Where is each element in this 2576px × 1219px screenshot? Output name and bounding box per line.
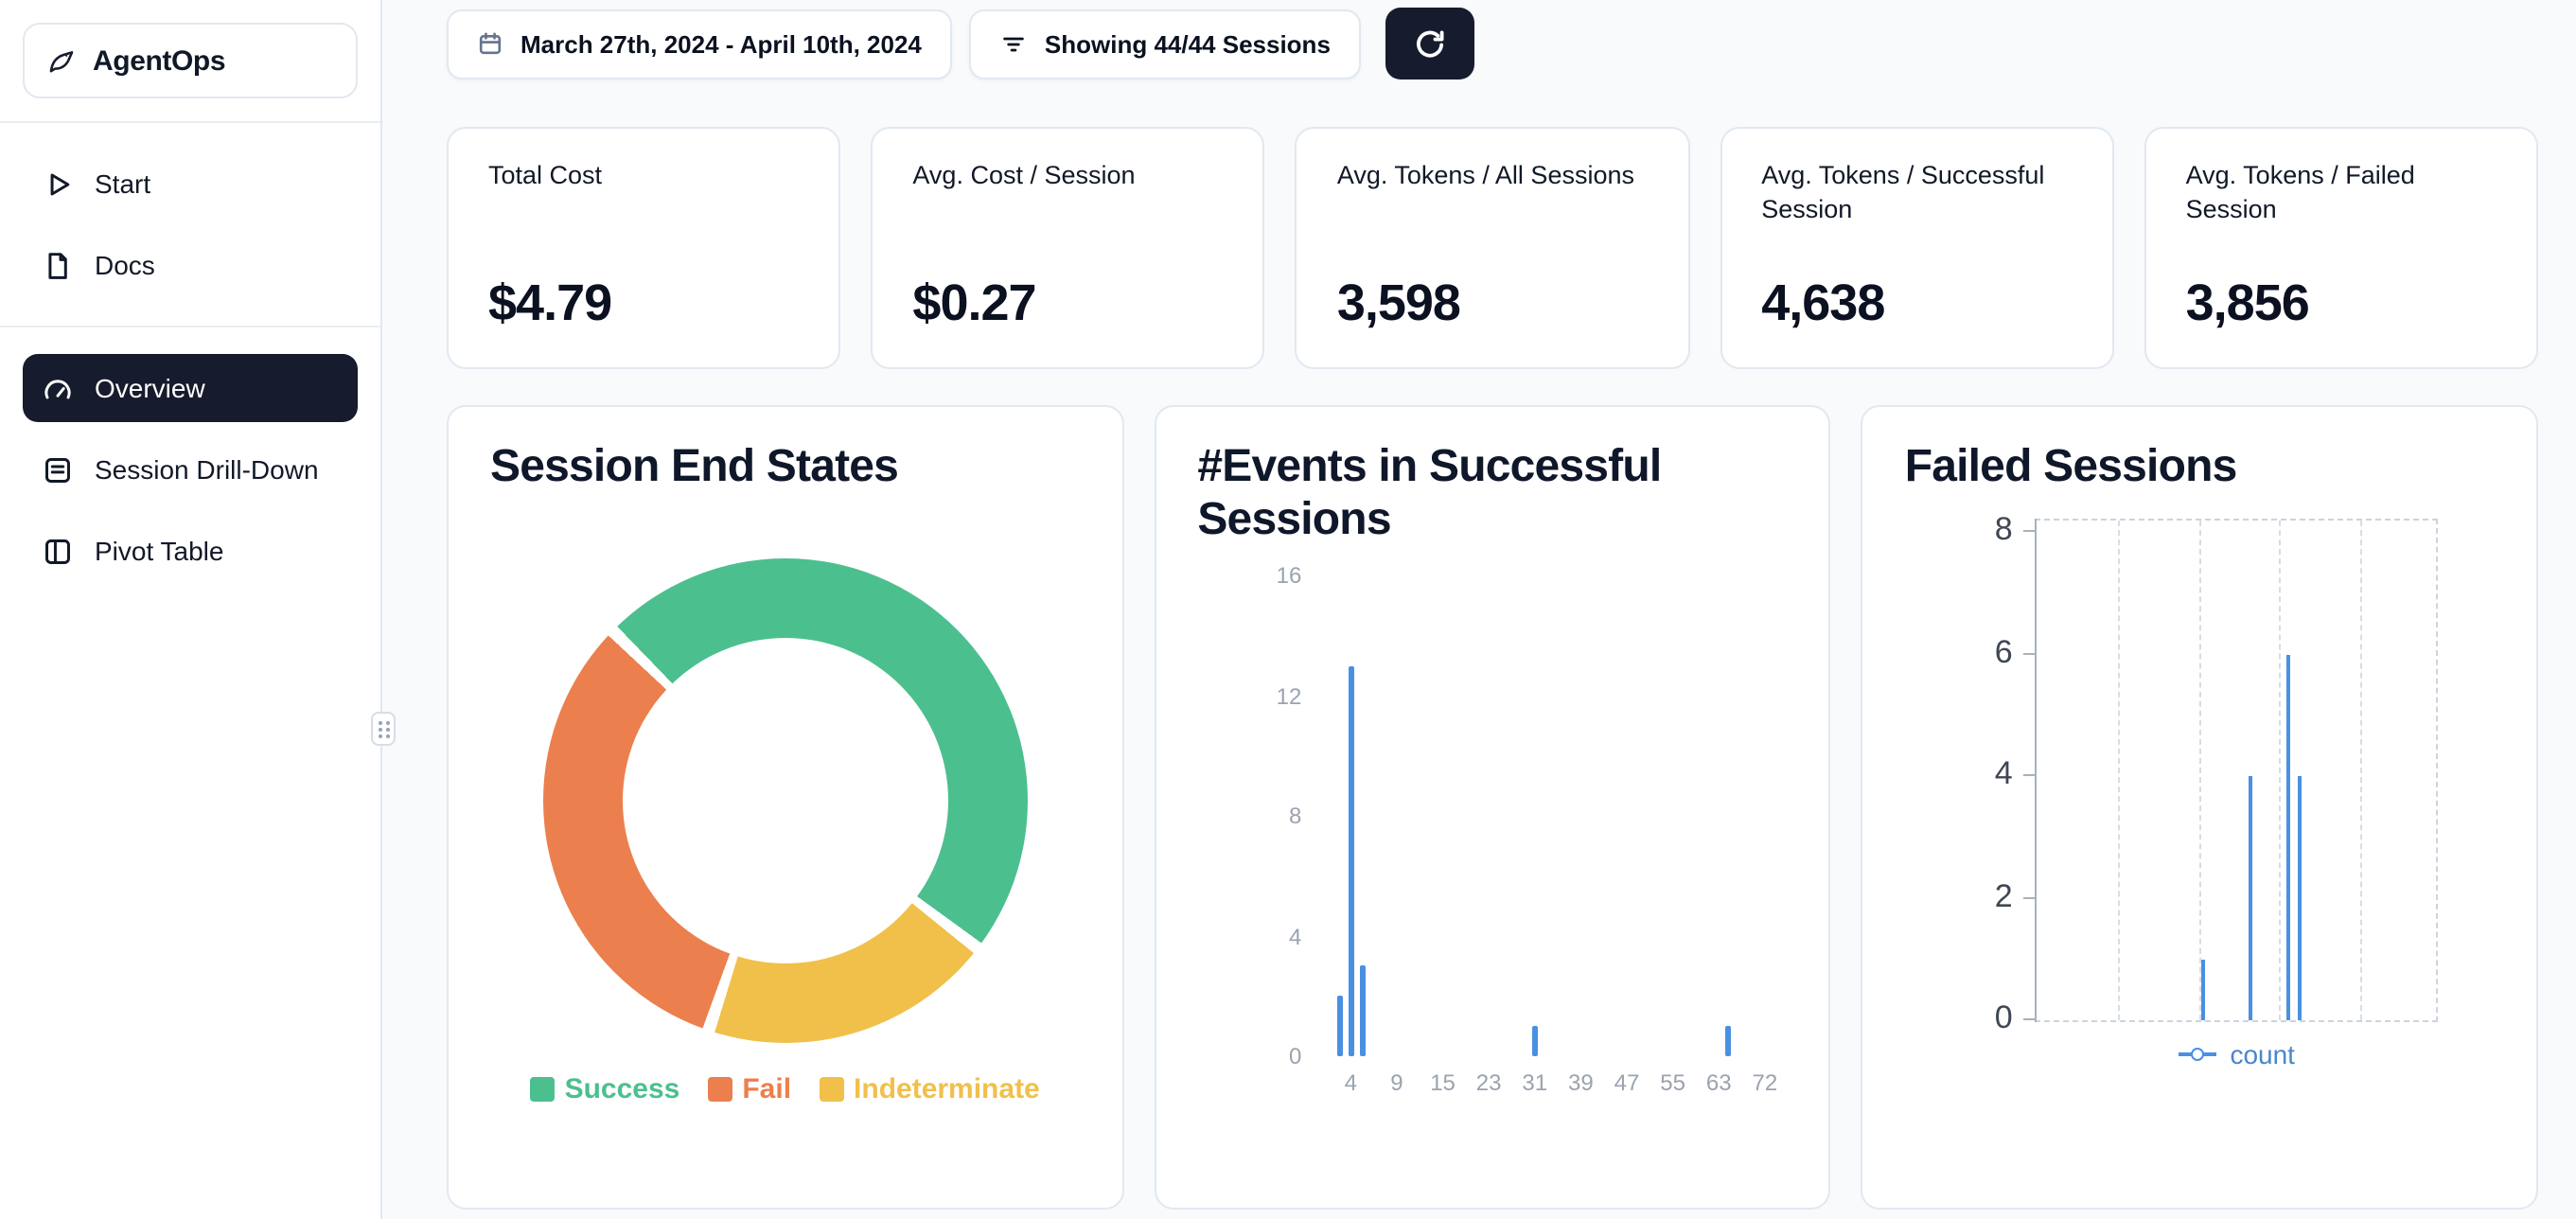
main-content: March 27th, 2024 - April 10th, 2024 Show… <box>382 0 2576 1219</box>
play-icon <box>42 168 74 200</box>
gauge-icon <box>42 372 74 404</box>
session-end-states-donut-chart[interactable] <box>542 558 1028 1043</box>
legend-label: Success <box>564 1073 680 1105</box>
legend-swatch <box>530 1077 556 1102</box>
sidebar-item-label: Session Drill-Down <box>95 454 319 485</box>
sidebar: AgentOps Start Docs Over <box>0 0 382 1219</box>
legend-swatch <box>820 1077 845 1102</box>
legend-item-success[interactable]: Success <box>530 1073 680 1105</box>
sidebar-item-label: Docs <box>95 250 155 280</box>
count-legend[interactable]: count <box>2036 1039 2439 1069</box>
stat-value: 3,856 <box>2185 274 2310 331</box>
sessions-filter-button[interactable]: Showing 44/44 Sessions <box>968 9 1361 79</box>
sidebar-divider <box>0 326 380 327</box>
legend-label: Indeterminate <box>854 1073 1040 1105</box>
list-window-icon <box>42 453 74 486</box>
legend-label: Fail <box>742 1073 792 1105</box>
sidebar-divider <box>0 121 380 123</box>
events-bar-chart[interactable]: 16 12 8 4 0 4 9 15 23 31 39 47 55 63 72 <box>1276 562 1778 1096</box>
stat-card-avg-tokens-failed-session: Avg. Tokens / Failed Session 3,856 <box>2144 127 2539 369</box>
session-end-states-card: Session End States Success Fail <box>447 405 1124 1210</box>
events-histogram-card: #Events in Successful Sessions 16 12 8 4 0 4 9… <box>1154 405 1831 1210</box>
sidebar-top-group: Start Docs <box>0 142 380 307</box>
sidebar-item-docs[interactable]: Docs <box>23 231 358 299</box>
stat-value: 4,638 <box>1761 274 1885 331</box>
filter-icon <box>999 29 1028 58</box>
stat-card-avg-cost-per-session: Avg. Cost / Session $0.27 <box>871 127 1265 369</box>
calendar-icon <box>477 30 503 57</box>
donut-legend: Success Fail Indeterminate <box>449 1073 1121 1105</box>
y-axis-line <box>2035 519 2038 1022</box>
stat-card-total-cost: Total Cost $4.79 <box>447 127 841 369</box>
sidebar-item-label: Pivot Table <box>95 536 224 566</box>
document-icon <box>42 249 74 281</box>
topbar: March 27th, 2024 - April 10th, 2024 Show… <box>447 8 2538 80</box>
stat-label: Total Cost <box>488 161 603 189</box>
app-logo[interactable]: AgentOps <box>23 23 358 98</box>
app-name: AgentOps <box>93 44 226 77</box>
charts-row: Session End States Success Fail <box>447 405 2539 1210</box>
legend-swatch <box>708 1077 733 1102</box>
count-legend-label: count <box>2230 1039 2295 1069</box>
chart-title: #Events in Successful Sessions <box>1197 441 1662 546</box>
stat-card-avg-tokens-all-sessions: Avg. Tokens / All Sessions 3,598 <box>1295 127 1690 369</box>
sidebar-item-label: Overview <box>95 373 205 403</box>
stat-label: Avg. Tokens / All Sessions <box>1336 161 1634 189</box>
sidebar-main-group: Overview Session Drill-Down Pivot Table <box>0 346 380 592</box>
sidebar-item-label: Start <box>95 168 151 199</box>
grip-dots-icon <box>376 718 391 739</box>
stat-value: $4.79 <box>488 274 612 331</box>
stat-label: Avg. Tokens / Failed Session <box>2185 161 2415 224</box>
refresh-button[interactable] <box>1385 8 1474 80</box>
sidebar-resize-handle[interactable] <box>371 712 396 746</box>
sidebar-item-session-drill-down[interactable]: Session Drill-Down <box>23 435 358 504</box>
stat-label: Avg. Tokens / Successful Session <box>1761 161 2045 224</box>
sessions-filter-label: Showing 44/44 Sessions <box>1044 29 1331 58</box>
stat-label: Avg. Cost / Session <box>912 161 1136 189</box>
sidebar-item-pivot-table[interactable]: Pivot Table <box>23 517 358 585</box>
stat-value: $0.27 <box>912 274 1036 331</box>
legend-item-indeterminate[interactable]: Indeterminate <box>820 1073 1040 1105</box>
legend-item-fail[interactable]: Fail <box>708 1073 791 1105</box>
line-marker-icon <box>2179 1048 2217 1061</box>
chart-title: Session End States <box>490 441 899 492</box>
agentops-logo-icon <box>45 44 78 77</box>
stat-card-avg-tokens-successful-session: Avg. Tokens / Successful Session 4,638 <box>1720 127 2114 369</box>
sidebar-item-overview[interactable]: Overview <box>23 354 358 422</box>
sidebar-item-start[interactable]: Start <box>23 150 358 218</box>
stat-value: 3,598 <box>1336 274 1461 331</box>
date-range-label: March 27th, 2024 - April 10th, 2024 <box>520 29 922 58</box>
donut-hole <box>622 638 948 963</box>
table-columns-icon <box>42 535 74 567</box>
date-range-button[interactable]: March 27th, 2024 - April 10th, 2024 <box>447 9 952 79</box>
stats-row: Total Cost $4.79 Avg. Cost / Session $0.… <box>447 127 2539 369</box>
chart-title: Failed Sessions <box>1904 441 2238 492</box>
refresh-icon <box>1412 26 1448 62</box>
